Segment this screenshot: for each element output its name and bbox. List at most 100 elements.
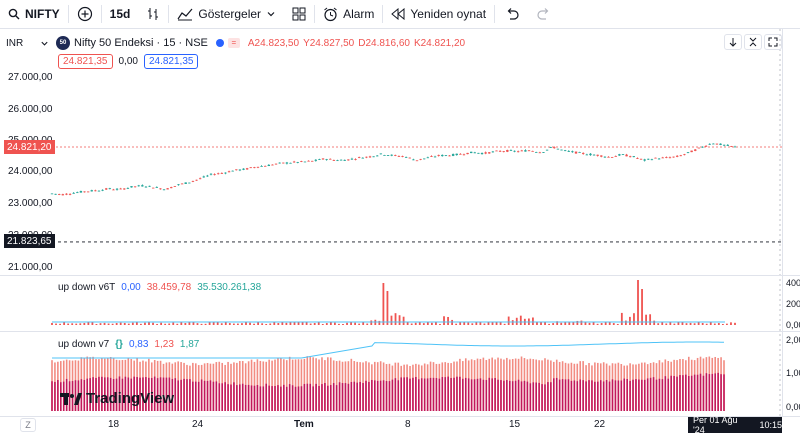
candle [585,154,589,156]
indicator2-bar [112,378,115,411]
indicator2-bar [420,378,423,411]
candle [589,153,592,156]
indicator2-bar [400,377,403,411]
indicator1-bar [641,289,643,325]
candle [650,159,654,161]
indicator1-bar [633,313,635,325]
indicator2-bar [230,384,232,411]
indicator1-bar [475,322,478,325]
candle [509,150,513,151]
candle [173,185,177,187]
indicator1-bar [620,312,623,325]
indicator1-bar [629,316,631,325]
symbol-search[interactable]: NIFTY [0,0,68,29]
rewind-icon [391,8,405,20]
collapse-icon [749,37,757,47]
candle [694,149,697,151]
sell-button[interactable]: 24.821,35 [58,54,113,69]
pane-divider[interactable] [0,275,800,276]
indicator2-bar [570,380,573,411]
source-code-icon[interactable]: {} [115,339,123,350]
indicator1-bar [685,323,688,325]
currency-label[interactable]: INR [6,38,24,49]
indicator2-bar [723,374,725,411]
indicator2-value1: 0,83 [128,339,149,350]
indicator1-bar [273,322,276,325]
indicator2-bar [432,377,435,411]
symbol-logo: 50 [56,36,70,50]
indicator2-bar [253,385,256,411]
indicator2-bar [291,385,294,411]
alert-button[interactable]: Alarm [315,0,382,29]
indicator2-bar [168,377,171,411]
current-time-tag: Per 01 Ağu '24 10:15 [688,415,782,435]
scroll-down-button[interactable] [724,34,742,50]
indicator2-bar [118,376,121,411]
indicator2-bar [626,379,628,411]
candle [574,151,578,154]
indicator2-bar [259,360,262,411]
indicator2-bar [676,376,678,411]
right-axis[interactable] [782,29,800,416]
chart-area[interactable] [0,29,782,416]
symbol-name: NIFTY [25,7,60,21]
time-axis[interactable] [0,416,800,435]
indicator1-bar [390,315,393,325]
undo-button[interactable] [495,0,529,29]
collapse-pane-button[interactable] [744,34,762,50]
chart-type-button[interactable] [138,0,168,29]
indicator2-bar [643,379,646,411]
indicator1-bar [661,322,664,325]
candle [419,158,422,160]
candle [701,146,704,148]
indicator2-bar [312,357,314,411]
undo-icon [507,8,519,20]
chevron-down-icon[interactable] [40,39,49,48]
indicator2-bar [347,383,350,411]
indicator1-bar [253,323,255,325]
indicator1-bar [265,323,268,325]
indicator1-bar [596,323,599,325]
buy-button[interactable]: 24.821,35 [143,54,199,69]
indicator1-bar [612,323,615,325]
indicator2-legend[interactable]: up down v7 {} 0,83 1,23 1,87 [58,339,199,350]
low-price-tag: 21.823,65 [4,234,55,248]
watermark-text: TradingView [86,390,175,407]
zoom-button[interactable]: Z [20,418,36,432]
indicator2-bar [494,377,496,411]
divider [67,5,69,23]
indicator2-bar [236,385,238,411]
compare-button[interactable] [69,0,101,29]
candle [578,152,581,153]
indicator2-bar [435,378,438,411]
indicator1-value2: 38.459,78 [146,282,192,293]
indicator1-bar [382,283,385,325]
indicator1-bar [342,323,344,325]
indicators-button[interactable]: Göstergeler [169,0,284,29]
indicator2-bar [418,379,420,411]
candle [170,187,173,189]
pane-divider[interactable] [0,331,800,332]
indicator1-bar [649,314,652,325]
divider [100,5,102,23]
candle [105,188,108,190]
indicator1-bar [220,323,223,325]
indicator1-bar [608,322,611,325]
symbol-title[interactable]: Nifty 50 Endeksi · 15 · NSE [74,37,208,49]
indicator2-bar [550,382,552,411]
indicator2-bar [274,359,276,411]
candle [722,144,726,146]
indicator2-bar [690,375,693,411]
tradingview-icon [60,392,82,405]
indicator1-bar [717,323,720,325]
price-label: 24.000,00 [8,166,53,177]
layouts-button[interactable] [284,0,314,29]
interval-button[interactable]: 15d [102,0,139,29]
candle [451,154,455,156]
divider [168,5,170,23]
indicator1-legend[interactable]: up down v6T 0,00 38.459,78 35.530.261,38 [58,282,261,293]
maximize-pane-button[interactable] [764,34,782,50]
candle [271,164,274,166]
replay-button[interactable]: Yeniden oynat [383,0,494,29]
redo-button[interactable] [529,0,559,29]
